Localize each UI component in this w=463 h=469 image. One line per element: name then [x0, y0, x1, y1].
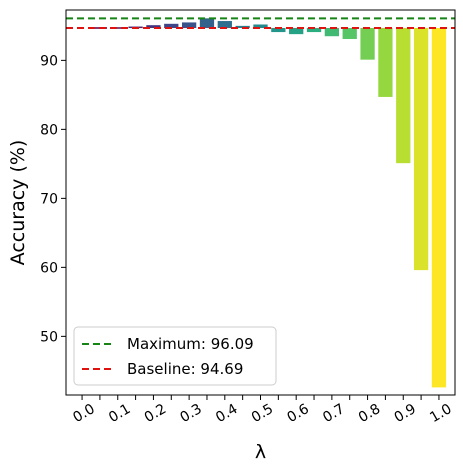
bar: [431, 28, 447, 388]
legend-baseline-label: Baseline: 94.69: [127, 360, 243, 378]
bar: [110, 27, 125, 29]
y-axis-label: Accuracy (%): [7, 140, 29, 266]
x-tick-label: 0.5: [249, 401, 276, 426]
bar: [289, 28, 304, 35]
y-tick-label: 70: [40, 191, 58, 207]
bar: [146, 25, 161, 29]
x-tick-label: 0.9: [392, 401, 419, 426]
x-axis-ticks: 0.0 0.1 0.2 0.3 0.4 0.5 0.6 0.7 0.8 0.9 1.0: [70, 395, 455, 426]
x-tick-label: 0.2: [142, 401, 169, 426]
bars-group: [92, 18, 447, 388]
bar: [199, 18, 215, 29]
x-tick-label: 0.7: [320, 401, 347, 426]
x-tick-label: 0.1: [106, 401, 133, 426]
legend-box: [73, 326, 277, 386]
bar: [181, 22, 197, 29]
x-tick-label: 0.0: [70, 401, 97, 426]
x-tick-label: 0.6: [285, 401, 312, 426]
x-tick-label: 0.8: [356, 401, 383, 426]
bar: [324, 28, 340, 37]
x-tick-label: 0.3: [177, 401, 204, 426]
bar: [164, 23, 179, 29]
bar: [378, 28, 393, 97]
bar: [413, 28, 429, 271]
x-tick-label: 1.0: [427, 401, 454, 426]
bar: [360, 28, 375, 60]
legend-maximum-label: Maximum: 96.09: [127, 335, 254, 353]
bar: [396, 28, 411, 164]
bar: [271, 28, 286, 33]
x-tick-label: 0.4: [213, 401, 240, 426]
bar: [342, 28, 357, 39]
x-axis-label: λ: [255, 441, 266, 463]
bar: [253, 24, 268, 29]
bar: [217, 21, 232, 29]
y-tick-label: 60: [40, 260, 58, 276]
legend: Maximum: 96.09 Baseline: 94.69: [73, 326, 277, 386]
bar: [235, 25, 250, 29]
y-tick-label: 90: [40, 53, 58, 69]
y-tick-label: 50: [40, 329, 58, 345]
y-tick-label: 80: [40, 122, 58, 138]
bar: [306, 28, 322, 33]
y-axis-ticks: 50 60 70 80 90: [40, 53, 66, 345]
